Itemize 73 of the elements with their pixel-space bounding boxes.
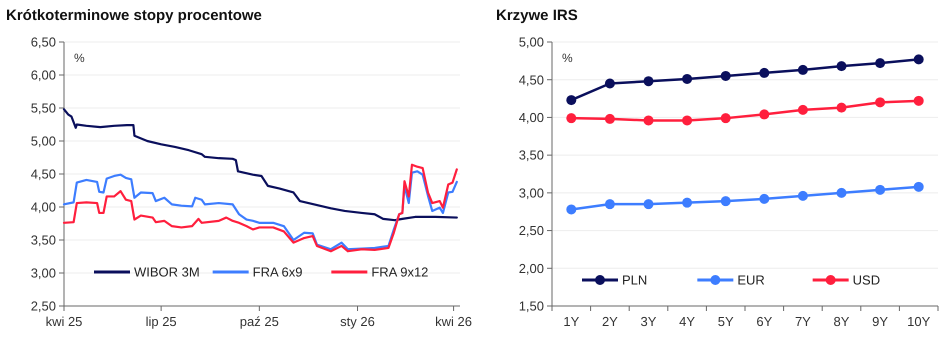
point: [798, 64, 808, 75]
x-tick-label: 4Y: [679, 314, 696, 329]
legend-label: FRA 9x12: [371, 264, 428, 280]
legend-label: USD: [852, 272, 880, 288]
y-tick-label: 4,50: [518, 72, 544, 88]
point: [914, 182, 924, 192]
point: [836, 61, 846, 72]
legend-label: PLN: [622, 272, 648, 288]
point: [682, 115, 692, 126]
y-tick-label: 2,00: [518, 260, 544, 276]
x-tick-label: kwi 25: [46, 314, 82, 329]
y-tick-label: 3,00: [30, 266, 56, 281]
point: [720, 196, 731, 206]
annotation: %: [74, 51, 85, 65]
x-tick-label: 6Y: [756, 314, 773, 329]
point: [836, 188, 846, 198]
point: [875, 184, 886, 195]
point: [720, 70, 731, 81]
point: [644, 76, 654, 86]
point: [720, 113, 731, 124]
x-tick-label: 10Y: [907, 314, 931, 329]
point: [566, 95, 576, 106]
x-tick-label: 3Y: [640, 314, 657, 329]
x-tick-label: 2Y: [602, 314, 618, 329]
point: [759, 109, 770, 120]
y-tick-label: 5,50: [30, 100, 56, 116]
x-tick-label: sty 26: [340, 314, 375, 329]
x-tick-label: 9Y: [872, 314, 888, 329]
point: [914, 54, 924, 64]
legend-label: EUR: [737, 272, 765, 288]
point: [682, 74, 692, 84]
point: [644, 199, 654, 210]
x-tick-label: lip 25: [146, 314, 177, 329]
point: [798, 190, 808, 201]
point: [682, 198, 692, 208]
y-tick-label: 3,50: [30, 232, 56, 248]
y-tick-label: 4,00: [30, 200, 56, 215]
y-tick-label: 3,00: [518, 185, 544, 200]
chart-title: Krzywe IRS: [496, 7, 578, 24]
annotation: %: [562, 51, 573, 65]
x-tick-label: 5Y: [718, 314, 734, 329]
point: [644, 115, 654, 126]
y-tick-label: 4,00: [518, 110, 544, 125]
point: [604, 199, 615, 210]
line-series: [62, 108, 458, 222]
y-tick-label: 2,50: [518, 223, 544, 238]
point: [604, 78, 615, 88]
point: [759, 194, 770, 204]
y-tick-label: 5,00: [518, 34, 544, 50]
y-tick-label: 1,50: [518, 298, 544, 314]
legend-label: WIBOR 3M: [134, 264, 200, 280]
point: [566, 204, 576, 214]
y-tick-label: 5,00: [30, 134, 56, 149]
y-tick-label: 2,50: [30, 298, 56, 314]
point: [798, 104, 808, 115]
y-tick-label: 4,50: [30, 166, 56, 182]
point: [914, 96, 924, 106]
y-tick-label: 6,00: [30, 68, 56, 83]
point: [759, 68, 770, 78]
point: [604, 114, 615, 124]
chart-title: Krótkoterminowe stopy procentowe: [6, 7, 262, 24]
point: [875, 58, 886, 68]
point: [566, 113, 576, 124]
legend-label: FRA 6x9: [252, 264, 303, 280]
x-tick-label: 8Y: [834, 314, 850, 329]
point: [875, 97, 886, 108]
x-tick-label: kwi 26: [435, 314, 472, 329]
x-tick-label: 1Y: [563, 314, 580, 329]
x-tick-label: 7Y: [794, 314, 812, 329]
point: [836, 102, 846, 113]
y-tick-label: 6,50: [30, 34, 56, 50]
y-tick-label: 3,50: [518, 148, 544, 163]
x-tick-label: paź 25: [240, 314, 279, 329]
